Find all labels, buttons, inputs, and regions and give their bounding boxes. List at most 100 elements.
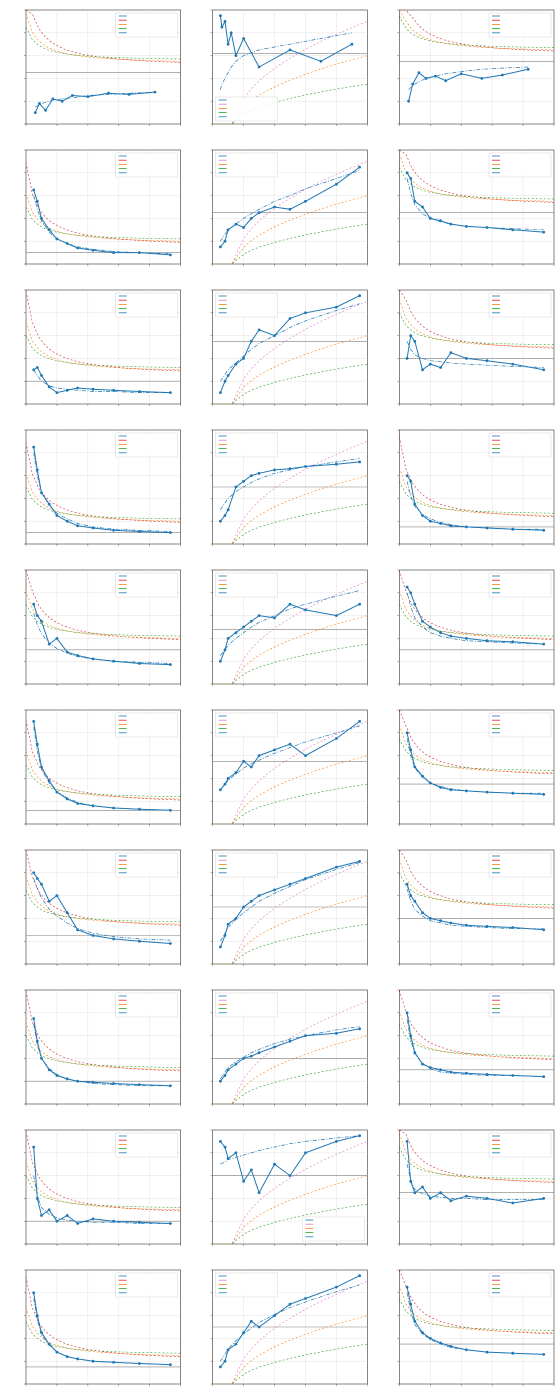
chart-panel	[24, 709, 181, 826]
reference-curve	[212, 1281, 368, 1385]
reference-curve	[25, 849, 181, 926]
observed-point	[358, 1134, 361, 1138]
observed-point	[421, 774, 424, 778]
observed-point	[112, 528, 115, 532]
observed-point	[91, 934, 95, 937]
observed-point	[288, 1302, 292, 1306]
reference-curve	[25, 335, 181, 368]
observed-point	[288, 1039, 292, 1043]
chart-panel	[24, 9, 181, 126]
chart-panel	[397, 569, 555, 686]
observed-point	[511, 1351, 515, 1355]
reference-curve	[212, 195, 368, 265]
observed-point	[107, 91, 110, 95]
observed-point	[405, 1285, 409, 1289]
reference-curve	[212, 861, 368, 965]
observed-point	[91, 526, 95, 530]
observed-line	[220, 1275, 360, 1368]
legend-box	[115, 1132, 178, 1158]
observed-point	[219, 659, 222, 663]
observed-point	[169, 808, 172, 812]
observed-point	[288, 882, 292, 886]
observed-point	[47, 1208, 51, 1212]
fit-line	[220, 725, 360, 791]
observed-point	[439, 219, 442, 223]
observed-point	[413, 502, 417, 506]
observed-point	[405, 731, 409, 735]
observed-point	[153, 90, 157, 94]
observed-point	[449, 788, 453, 792]
chart-panel	[210, 429, 368, 546]
reference-curve	[25, 9, 181, 63]
observed-point	[234, 1342, 238, 1346]
observed-point	[169, 942, 172, 945]
observed-point	[449, 921, 453, 925]
observed-point	[219, 1365, 222, 1369]
observed-point	[223, 782, 227, 786]
reference-curve	[399, 989, 555, 1060]
observed-point	[219, 391, 222, 394]
observed-point	[257, 1191, 261, 1195]
observed-point	[407, 99, 410, 103]
observed-point	[335, 1031, 338, 1035]
reference-curve	[212, 1141, 368, 1245]
observed-point	[219, 519, 222, 523]
observed-point	[465, 525, 468, 529]
observed-point	[226, 42, 230, 46]
fit-line	[220, 590, 360, 656]
reference-curve	[399, 149, 555, 203]
observed-point	[223, 20, 227, 23]
observed-point	[409, 479, 413, 483]
observed-point	[33, 111, 37, 114]
observed-point	[409, 1302, 413, 1306]
observed-point	[65, 519, 69, 523]
observed-point	[44, 108, 47, 112]
observed-point	[319, 59, 323, 63]
reference-curve	[399, 569, 555, 640]
observed-point	[60, 99, 64, 103]
observed-point	[234, 1062, 238, 1066]
legend-box	[215, 852, 278, 878]
observed-point	[304, 1151, 307, 1155]
observed-point	[465, 637, 468, 640]
reference-curve	[399, 289, 555, 349]
fit-line	[220, 170, 360, 242]
observed-line	[408, 68, 529, 102]
reference-curve	[25, 291, 181, 372]
observed-point	[304, 1297, 307, 1300]
observed-line	[220, 1135, 360, 1194]
reference-curve	[212, 55, 368, 125]
fit-line	[220, 1135, 360, 1165]
observed-point	[65, 911, 69, 915]
chart-panel	[397, 429, 555, 546]
observed-point	[465, 1071, 468, 1075]
legend-box	[115, 992, 178, 1018]
observed-line	[219, 860, 360, 948]
observed-point	[242, 905, 246, 909]
observed-point	[335, 182, 338, 186]
observed-point	[257, 1051, 261, 1055]
observed-point	[409, 894, 413, 897]
observed-point	[76, 928, 79, 932]
observed-point	[249, 1168, 253, 1172]
chart-panel	[210, 1269, 368, 1386]
reference-curve	[399, 709, 555, 775]
chart-panel	[24, 989, 181, 1106]
observed-point	[249, 899, 253, 903]
observed-point	[249, 474, 253, 477]
observed-point	[304, 608, 307, 612]
observed-point	[223, 648, 227, 652]
observed-point	[32, 1145, 36, 1149]
observed-point	[428, 917, 432, 920]
observed-point	[32, 445, 36, 449]
reference-curve	[399, 1129, 555, 1183]
observed-point	[542, 928, 546, 932]
reference-curve	[212, 21, 368, 125]
reference-curve	[212, 783, 368, 825]
observed-point	[257, 211, 261, 215]
legend-box	[215, 152, 278, 178]
observed-point	[542, 793, 546, 796]
observed-point	[169, 531, 172, 534]
legend-box	[115, 712, 178, 738]
observed-point	[223, 239, 227, 243]
